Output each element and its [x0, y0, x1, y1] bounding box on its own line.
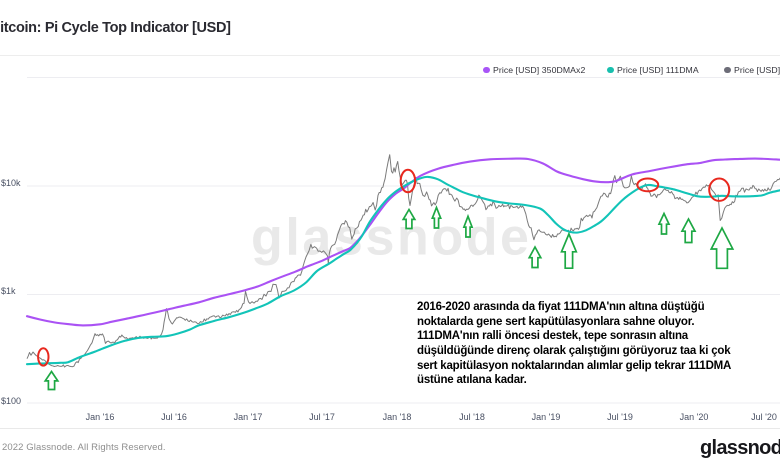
svg-text:glassnode: glassnode	[251, 209, 532, 267]
